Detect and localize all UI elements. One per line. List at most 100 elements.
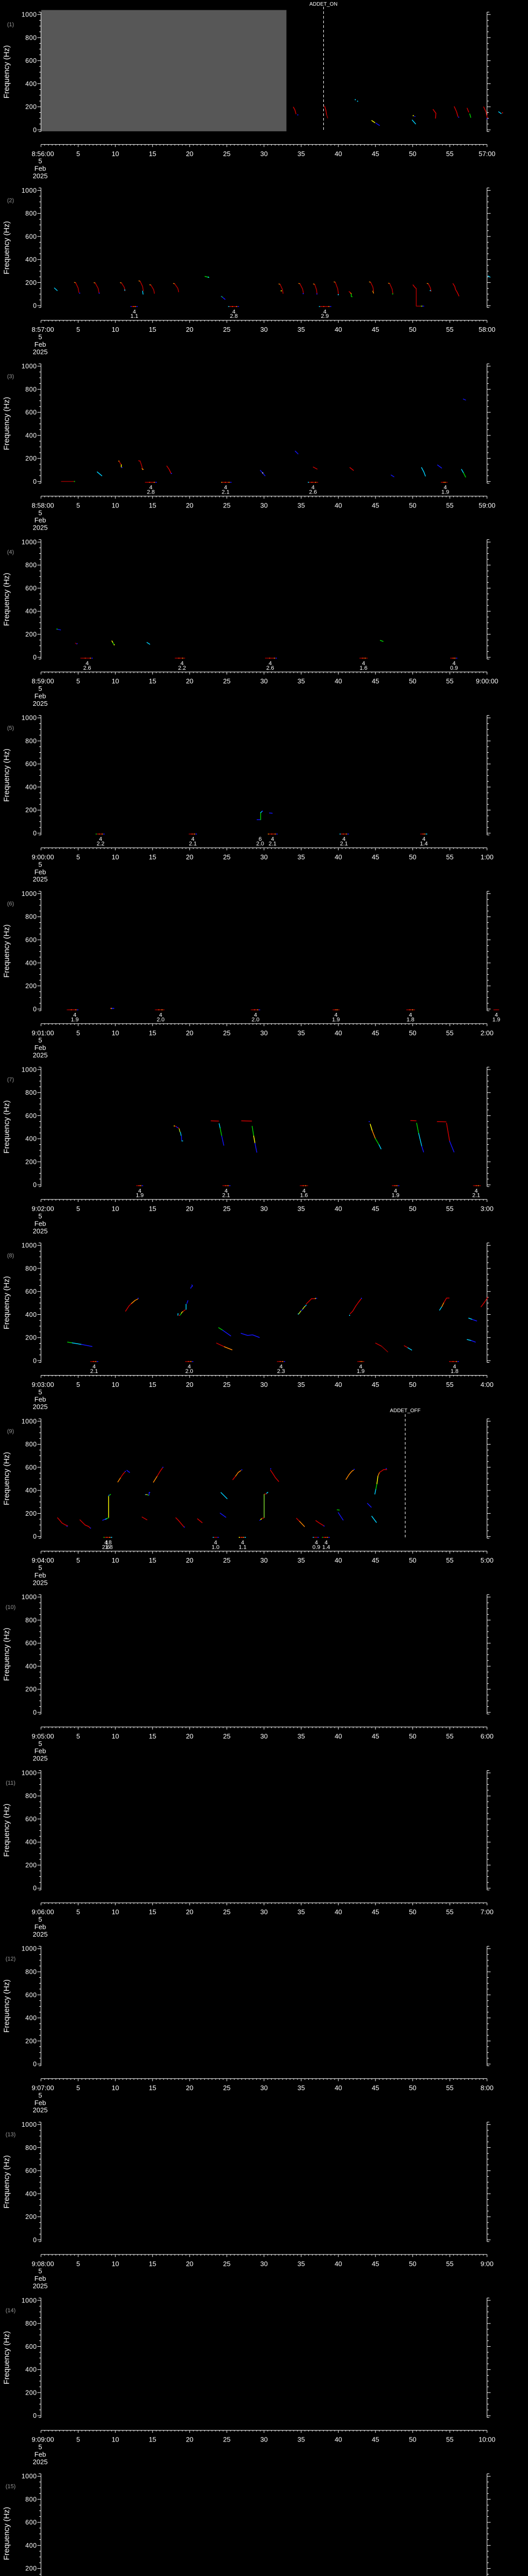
svg-text:50: 50 [409,326,416,333]
svg-text:2.1: 2.1 [472,1193,480,1199]
svg-text:4: 4 [149,485,152,491]
svg-text:10: 10 [111,2084,119,2092]
svg-text:400: 400 [25,959,37,967]
svg-text:(10): (10) [6,1604,16,1611]
svg-text:30: 30 [260,2436,268,2444]
svg-text:0: 0 [33,830,37,837]
svg-text:20: 20 [186,501,193,509]
svg-text:30: 30 [260,501,268,509]
svg-text:4: 4 [191,836,194,842]
svg-text:9:09:00: 9:09:00 [31,2436,54,2444]
svg-text:0.9: 0.9 [450,665,458,671]
svg-text:600: 600 [25,1112,37,1120]
svg-text:45: 45 [372,2436,379,2444]
svg-text:55: 55 [446,1205,453,1213]
svg-text:15: 15 [149,326,156,333]
svg-text:800: 800 [25,2320,37,2327]
svg-text:50: 50 [409,853,416,861]
svg-text:55: 55 [446,677,453,685]
svg-text:Feb: Feb [35,2099,46,2107]
svg-text:30: 30 [260,1556,268,1564]
svg-text:5: 5 [38,860,42,868]
svg-text:35: 35 [298,1381,305,1388]
svg-text:2025: 2025 [33,172,48,180]
svg-text:1.4: 1.4 [322,1544,330,1550]
svg-text:4: 4 [92,1364,95,1370]
svg-text:4: 4 [232,309,235,315]
svg-text:10: 10 [111,1029,119,1037]
svg-text:40: 40 [335,1029,342,1037]
svg-text:30: 30 [260,2084,268,2092]
svg-text:25: 25 [223,326,230,333]
svg-text:0: 0 [33,478,37,485]
svg-text:400: 400 [25,80,37,88]
svg-text:10: 10 [111,1205,119,1213]
svg-text:50: 50 [409,2436,416,2444]
svg-text:35: 35 [298,1556,305,1564]
svg-text:40: 40 [335,2436,342,2444]
svg-text:2025: 2025 [33,1227,48,1235]
svg-text:4: 4 [334,1012,337,1019]
svg-text:800: 800 [25,1441,37,1448]
svg-text:2.2: 2.2 [178,665,186,671]
svg-text:400: 400 [25,608,37,615]
svg-text:10: 10 [111,677,119,685]
svg-text:5: 5 [76,150,80,158]
svg-text:35: 35 [298,2436,305,2444]
svg-text:40: 40 [335,677,342,685]
svg-text:15: 15 [149,150,156,158]
svg-text:Frequency (Hz): Frequency (Hz) [3,2331,11,2384]
svg-text:10: 10 [111,326,119,333]
svg-text:4: 4 [159,1012,162,1019]
svg-text:9:01:00: 9:01:00 [31,1029,54,1037]
svg-text:Frequency (Hz): Frequency (Hz) [3,1804,11,1857]
svg-text:9:00:00: 9:00:00 [476,677,498,685]
svg-text:2025: 2025 [33,2106,48,2114]
svg-text:200: 200 [25,982,37,990]
svg-text:5: 5 [38,157,42,165]
svg-text:20: 20 [186,1556,193,1564]
svg-text:9:04:00: 9:04:00 [31,1556,54,1564]
svg-text:35: 35 [298,677,305,685]
svg-text:15: 15 [149,1029,156,1037]
svg-text:2025: 2025 [33,348,48,355]
svg-text:1.9: 1.9 [441,489,449,496]
svg-text:1000: 1000 [22,538,37,546]
svg-text:600: 600 [25,409,37,416]
svg-text:5: 5 [76,1732,80,1740]
svg-text:57:00: 57:00 [478,150,496,158]
svg-text:15: 15 [149,677,156,685]
svg-text:(1): (1) [7,22,14,28]
svg-text:(5): (5) [7,725,14,731]
svg-text:20: 20 [186,1732,193,1740]
svg-text:25: 25 [223,677,230,685]
svg-text:55: 55 [446,1732,453,1740]
svg-text:2025: 2025 [33,1930,48,1938]
svg-text:1.1: 1.1 [130,313,138,319]
svg-text:0: 0 [33,1709,37,1716]
svg-text:4: 4 [224,1188,227,1194]
svg-text:10: 10 [111,853,119,861]
svg-text:2025: 2025 [33,2282,48,2290]
svg-text:2.8: 2.8 [147,489,155,496]
svg-text:9:05:00: 9:05:00 [31,1732,54,1740]
svg-text:400: 400 [25,256,37,263]
svg-text:20: 20 [186,853,193,861]
svg-text:1.9: 1.9 [71,1016,78,1023]
svg-text:4: 4 [453,1364,456,1370]
svg-text:59:00: 59:00 [478,501,496,509]
svg-text:35: 35 [298,326,305,333]
svg-text:800: 800 [25,562,37,569]
svg-text:5: 5 [38,1212,42,1220]
svg-text:400: 400 [25,2366,37,2374]
svg-text:4: 4 [214,1539,217,1546]
svg-text:2.1: 2.1 [90,1368,98,1375]
svg-text:25: 25 [223,1908,230,1916]
svg-text:600: 600 [25,2519,37,2526]
svg-text:15: 15 [149,1908,156,1916]
svg-text:6: 6 [258,836,261,842]
svg-text:9:07:00: 9:07:00 [31,2084,54,2092]
svg-text:10: 10 [111,1732,119,1740]
svg-text:4: 4 [409,1012,412,1019]
svg-text:ADDET_OFF: ADDET_OFF [390,1408,420,1414]
